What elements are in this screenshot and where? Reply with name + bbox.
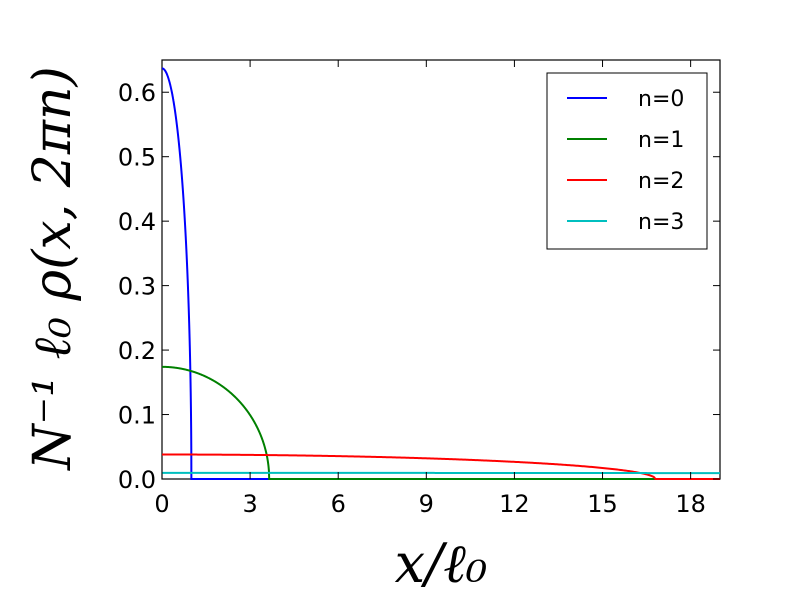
- axis-ticks: [161, 60, 720, 480]
- legend: n=0 n=1 n=2 n=3: [546, 72, 708, 250]
- series-line-n-0: [161, 67, 720, 480]
- y-tick-label: 0.0: [118, 466, 156, 494]
- x-tick-labels: 0 3 6 9 12 15 18: [154, 490, 706, 518]
- legend-label: n=3: [638, 210, 684, 235]
- y-tick-label: 0.2: [118, 337, 156, 365]
- legend-label: n=1: [638, 128, 684, 153]
- series-line-n-1: [162, 365, 720, 480]
- x-tick-label: 6: [331, 490, 346, 518]
- y-tick-labels: 0.0 0.1 0.2 0.3 0.4 0.5 0.6: [118, 79, 156, 494]
- series-group: [161, 67, 720, 480]
- y-tick-label: 0.6: [118, 79, 156, 107]
- y-tick-label: 0.1: [118, 402, 156, 430]
- x-tick-label: 0: [154, 490, 169, 518]
- x-tick-label: 3: [242, 490, 257, 518]
- x-tick-label: 15: [587, 490, 618, 518]
- y-tick-label: 0.4: [118, 208, 156, 236]
- y-tick-label: 0.5: [118, 144, 156, 172]
- legend-label: n=2: [638, 169, 684, 194]
- x-axis-label: x/ℓ₀: [395, 532, 488, 595]
- series-line-n-2: [162, 453, 720, 480]
- y-tick-label: 0.3: [118, 273, 156, 301]
- x-tick-label: 12: [499, 490, 530, 518]
- y-axis-label: N⁻¹ ℓ₀ ρ(x, 2πn): [23, 66, 83, 472]
- x-tick-label: 18: [675, 490, 706, 518]
- x-tick-label: 9: [419, 490, 434, 518]
- legend-box: [546, 72, 708, 250]
- legend-label: n=0: [638, 87, 684, 112]
